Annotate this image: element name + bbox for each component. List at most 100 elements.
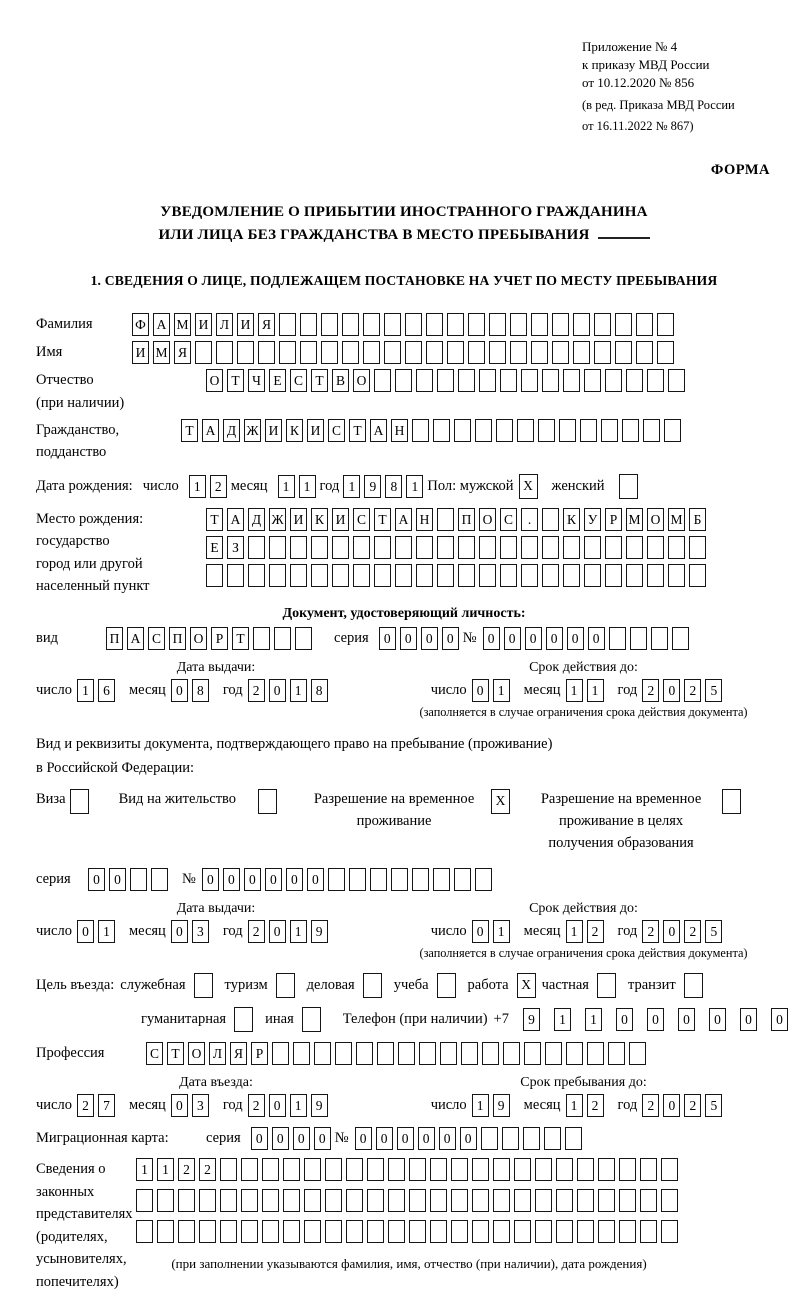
char-cell[interactable] (332, 535, 349, 559)
char-cell[interactable] (342, 313, 359, 337)
char-cell[interactable] (300, 341, 317, 365)
char-cell[interactable]: Т (349, 419, 366, 442)
char-cell[interactable]: М (174, 313, 191, 337)
char-cell[interactable] (440, 1042, 457, 1066)
char-cell[interactable] (409, 1220, 426, 1244)
char-cell[interactable]: 1 (343, 474, 361, 498)
char-cell[interactable] (598, 1158, 615, 1182)
char-cell[interactable]: И (132, 341, 149, 365)
char-cell[interactable]: З (227, 535, 244, 559)
char-cell[interactable] (377, 1042, 394, 1066)
char-cell[interactable] (453, 868, 471, 892)
char-cell[interactable] (388, 1189, 405, 1213)
char-cell[interactable] (220, 1220, 237, 1244)
char-cell[interactable] (556, 1220, 573, 1244)
char-cell[interactable] (542, 535, 559, 559)
char-cell[interactable] (353, 535, 370, 559)
char-cell[interactable] (151, 868, 168, 892)
char-cell[interactable] (619, 1158, 636, 1182)
char-cell[interactable] (524, 1042, 541, 1066)
char-cell[interactable]: 0 (663, 1094, 681, 1118)
char-cell[interactable] (430, 1220, 447, 1244)
char-cell[interactable] (538, 419, 555, 442)
char-cell[interactable]: 2 (247, 920, 265, 944)
char-cell[interactable]: Т (374, 507, 391, 531)
char-cell[interactable] (411, 868, 429, 892)
char-cell[interactable]: 0 (170, 1094, 188, 1118)
char-cell[interactable]: Л (209, 1042, 226, 1066)
char-cell[interactable] (458, 563, 475, 587)
char-cell[interactable] (601, 419, 618, 442)
char-cell[interactable] (405, 313, 422, 337)
char-cell[interactable]: 0 (615, 1008, 633, 1032)
char-cell[interactable]: 1 (289, 678, 307, 702)
char-cell[interactable]: 0 (170, 678, 188, 702)
char-cell[interactable]: Т (227, 369, 244, 393)
char-cell[interactable] (479, 563, 496, 587)
char-cell[interactable] (279, 341, 296, 365)
char-cell[interactable]: 9 (310, 1094, 328, 1118)
char-cell[interactable]: 9 (492, 1094, 510, 1118)
char-cell[interactable] (451, 1158, 468, 1182)
char-cell[interactable]: Я (230, 1042, 247, 1066)
char-cell[interactable]: 2 (178, 1158, 195, 1182)
char-cell[interactable] (346, 1220, 363, 1244)
char-cell[interactable]: 9 (522, 1008, 540, 1032)
char-cell[interactable] (325, 1189, 342, 1213)
char-cell[interactable] (472, 1220, 489, 1244)
char-cell[interactable]: 0 (396, 1127, 414, 1151)
char-cell[interactable]: 0 (109, 868, 126, 892)
char-cell[interactable] (640, 1189, 657, 1213)
char-cell[interactable]: 2 (247, 1094, 265, 1118)
char-cell[interactable] (521, 563, 538, 587)
char-cell[interactable]: А (153, 313, 170, 337)
char-cell[interactable] (566, 1042, 583, 1066)
char-cell[interactable]: И (195, 313, 212, 337)
char-cell[interactable]: 0 (306, 868, 324, 892)
char-cell[interactable]: 0 (88, 868, 105, 892)
char-cell[interactable]: 1 (136, 1158, 153, 1182)
char-cell[interactable] (556, 1158, 573, 1182)
char-cell[interactable] (206, 563, 223, 587)
char-cell[interactable] (535, 1220, 552, 1244)
char-cell[interactable]: 0 (399, 626, 417, 650)
char-cell[interactable]: П (169, 626, 186, 650)
char-cell[interactable] (647, 563, 664, 587)
char-cell[interactable] (367, 1220, 384, 1244)
char-cell[interactable] (514, 1189, 531, 1213)
char-cell[interactable]: Н (391, 419, 408, 442)
char-cell[interactable] (216, 341, 233, 365)
char-cell[interactable] (552, 313, 569, 337)
char-cell[interactable] (262, 1220, 279, 1244)
char-cell[interactable] (314, 1042, 331, 1066)
char-cell[interactable] (300, 313, 317, 337)
char-cell[interactable]: Р (605, 507, 622, 531)
char-cell[interactable]: 1 (289, 1094, 307, 1118)
char-cell[interactable] (552, 341, 569, 365)
char-cell[interactable] (199, 1220, 216, 1244)
char-cell[interactable]: К (311, 507, 328, 531)
char-cell[interactable] (689, 535, 706, 559)
char-cell[interactable] (199, 1189, 216, 1213)
char-cell[interactable] (374, 535, 391, 559)
char-cell[interactable]: 1 (188, 474, 206, 498)
char-cell[interactable]: 0 (482, 626, 500, 650)
char-cell[interactable] (543, 1127, 561, 1151)
char-cell[interactable] (416, 369, 433, 393)
char-cell[interactable] (668, 563, 685, 587)
char-cell[interactable]: 2 (247, 678, 265, 702)
char-cell[interactable] (395, 369, 412, 393)
char-cell[interactable] (262, 1189, 279, 1213)
char-cell[interactable]: 1 (584, 1008, 602, 1032)
char-cell[interactable] (269, 563, 286, 587)
char-cell[interactable] (577, 1158, 594, 1182)
char-cell[interactable]: Б (689, 507, 706, 531)
char-cell[interactable]: 0 (739, 1008, 757, 1032)
sex-male-checkbox[interactable]: X (518, 473, 538, 499)
char-cell[interactable] (451, 1189, 468, 1213)
char-cell[interactable] (577, 1220, 594, 1244)
char-cell[interactable]: 0 (170, 920, 188, 944)
char-cell[interactable]: 2 (642, 1094, 660, 1118)
char-cell[interactable] (587, 1042, 604, 1066)
char-cell[interactable]: Я (258, 313, 275, 337)
